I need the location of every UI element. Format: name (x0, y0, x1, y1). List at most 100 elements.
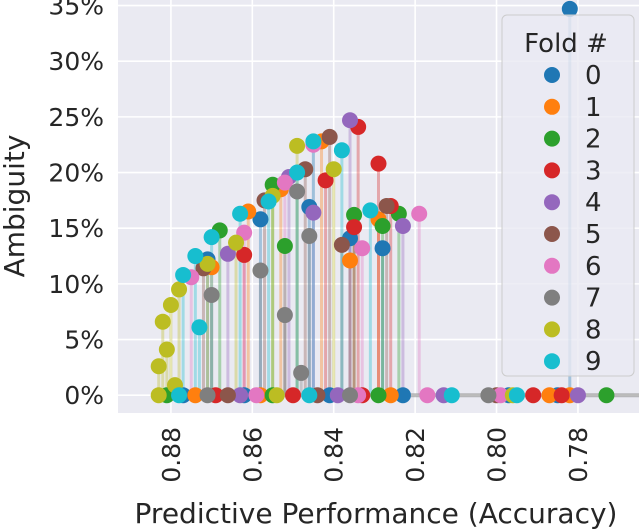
series-9-point (305, 133, 322, 150)
x-axis-label: Predictive Performance (Accuracy) (135, 497, 618, 530)
y-tick-label: 25% (48, 103, 104, 132)
series-0-point (374, 240, 391, 257)
series-8-point (158, 341, 175, 358)
series-8-point (325, 161, 342, 178)
series-2-point (374, 217, 391, 234)
x-tick-label: 0.80 (483, 427, 512, 483)
series-9-point (187, 248, 204, 265)
series-9-point (260, 193, 277, 210)
series-9-point (508, 387, 525, 404)
series-9-point (443, 387, 460, 404)
series-9-point (175, 266, 192, 283)
legend-marker (544, 353, 560, 370)
series-5-point (378, 197, 395, 214)
y-tick-label: 30% (48, 47, 104, 76)
series-5-point (333, 236, 350, 253)
legend-marker (544, 162, 560, 179)
series-9-point (301, 387, 318, 404)
y-tick-label: 15% (48, 214, 104, 243)
series-4-point (342, 112, 359, 129)
series-4-point (394, 217, 411, 234)
series-7-point (301, 228, 318, 244)
series-0-point (561, 0, 578, 17)
series-9-point (191, 319, 208, 336)
series-6-point (492, 387, 509, 404)
legend-label: 7 (585, 284, 602, 314)
legend-marker (544, 194, 560, 211)
legend-marker (544, 289, 560, 306)
series-4-point (305, 204, 322, 221)
series-7-point (252, 262, 269, 279)
legend-title: Fold # (524, 29, 608, 59)
series-3-point (370, 155, 387, 172)
series-3-point (346, 219, 363, 236)
series-3-point (285, 387, 302, 404)
series-6-point (276, 174, 293, 191)
legend-frame (501, 14, 635, 377)
legend-label: 8 (585, 315, 602, 345)
legend-marker (544, 257, 560, 274)
series-3-point (525, 387, 542, 404)
series-7-point (289, 183, 306, 200)
series-2-point (264, 176, 281, 193)
series-6-point (248, 387, 265, 404)
series-9-point (289, 164, 306, 181)
series-9-point (333, 142, 350, 159)
series-7-point (276, 307, 293, 324)
series-8-point (289, 137, 306, 154)
series-9-point (362, 202, 379, 219)
series-7-point (199, 387, 216, 404)
x-tick-label: 0.78 (564, 427, 593, 483)
y-tick-label: 10% (48, 270, 104, 299)
x-tick-label: 0.88 (157, 427, 186, 483)
series-8-point (154, 313, 171, 330)
y-tick-label: 5% (64, 326, 104, 355)
legend-label: 0 (585, 61, 602, 91)
series-7-point (342, 387, 359, 404)
series-8-point (228, 234, 245, 251)
series-1-point (187, 387, 204, 404)
series-points (150, 0, 615, 404)
series-2-point (346, 206, 363, 223)
series-9-point (203, 229, 220, 246)
legend-label: 9 (585, 347, 602, 377)
legend-marker (544, 321, 560, 338)
series-4-point (329, 387, 346, 404)
series-2-point (276, 238, 293, 255)
series-6-point (354, 240, 371, 257)
series-4-point (232, 387, 249, 404)
legend-marker (544, 67, 560, 83)
series-2-point (598, 387, 615, 404)
series-0-point (252, 211, 269, 228)
series-2-point (370, 387, 387, 404)
x-tick-label: 0.82 (401, 427, 430, 483)
y-axis-label: Ambiguity (0, 135, 31, 278)
y-tick-labels: 0% 5% 10% 15% 20% 25% 30% 35% (48, 0, 104, 410)
legend-marker (544, 226, 560, 242)
series-1-point (541, 387, 558, 404)
legend-marker (544, 98, 560, 115)
series-7-point (203, 287, 220, 303)
x-tick-label: 0.84 (320, 427, 349, 483)
legend-label: 5 (585, 220, 602, 250)
series-1-point (382, 387, 399, 404)
series-3-point (317, 172, 334, 189)
legend-label: 1 (585, 93, 602, 123)
series-5-point (321, 128, 338, 145)
series-1-point (342, 252, 359, 269)
series-7-point (293, 364, 310, 381)
x-tick-labels: 0.88 0.86 0.84 0.82 0.80 0.78 (157, 427, 593, 483)
y-tick-label: 35% (48, 0, 104, 21)
legend-label: 4 (585, 188, 602, 218)
series-0-point (394, 387, 411, 404)
series-8-point (171, 281, 188, 298)
series-3-point (236, 246, 253, 263)
legend-label: 2 (585, 125, 602, 155)
series-8-point (199, 255, 216, 272)
y-tick-label: 20% (48, 159, 104, 188)
legend-label: 6 (585, 252, 602, 282)
series-8-point (162, 297, 179, 314)
series-8-point (150, 387, 167, 404)
